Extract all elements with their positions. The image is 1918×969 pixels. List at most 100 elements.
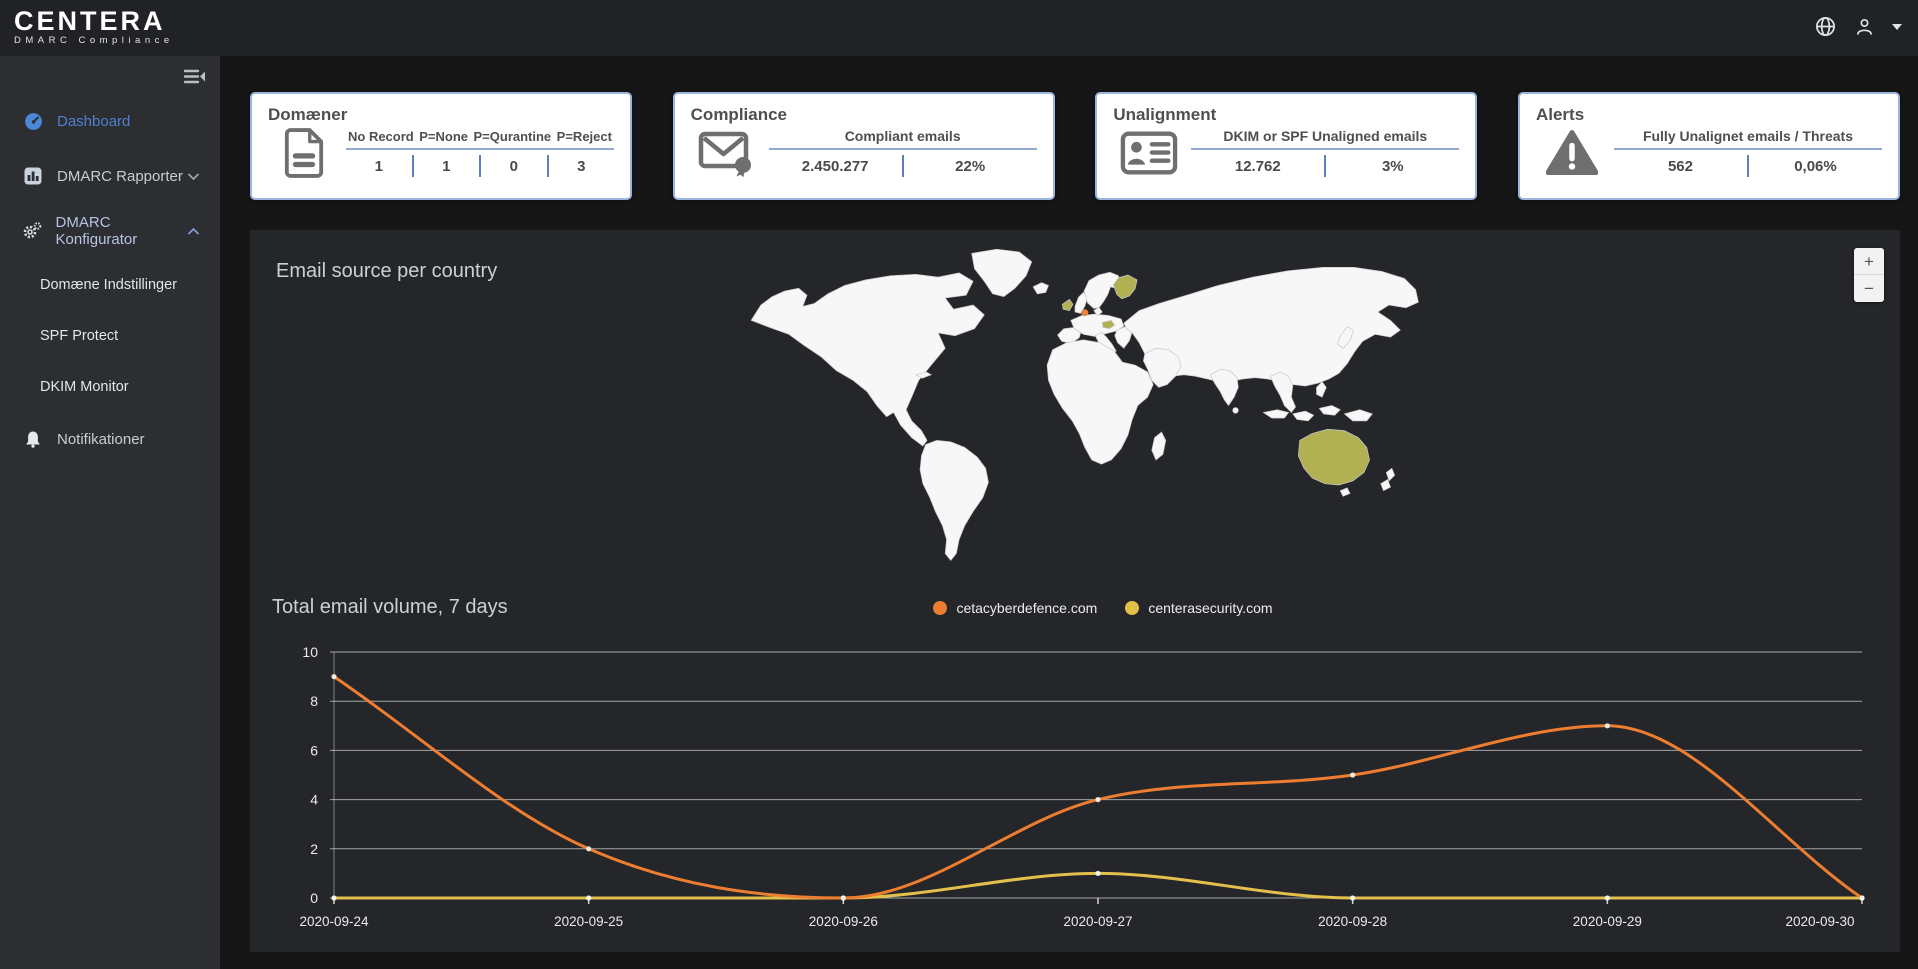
card-alerts: Alerts Fully Unalignet emails / Threats … — [1517, 92, 1900, 200]
card-value: 12.762 — [1234, 157, 1281, 175]
chart-section: Total email volume, 7 days cetacyberdefe… — [250, 590, 1900, 960]
legend-item[interactable]: centerasecurity.com — [1125, 600, 1273, 616]
dashboard-gauge-icon — [22, 112, 44, 131]
map-zoom-out-button[interactable]: − — [1854, 275, 1884, 302]
sidebar: Dashboard DMARC Rapporter — [0, 56, 220, 969]
card-divider — [768, 148, 1037, 150]
bell-icon — [22, 430, 44, 448]
certified-email-icon — [691, 129, 763, 177]
card-value: 3 — [577, 157, 586, 175]
brand-subtitle: DMARC Compliance — [14, 35, 174, 46]
card-divider — [411, 155, 414, 177]
card-value: 0,06% — [1794, 157, 1837, 175]
sidebar-item-label: Dashboard — [57, 112, 131, 130]
chevron-down-icon[interactable] — [1892, 23, 1902, 30]
card-value: 1 — [374, 157, 383, 175]
sidebar-item-domaene-indstillinger[interactable]: Domæne Indstillinger — [0, 273, 220, 297]
card-value: 2.450.277 — [801, 157, 869, 175]
chart-legend: cetacyberdefence.com centerasecurity.com — [278, 600, 1918, 616]
svg-text:8: 8 — [310, 693, 318, 709]
stat-cards-row: Domæner No Record P=None P=Qurantine P=R… — [250, 92, 1900, 200]
card-column-header: Fully Unalignet emails / Threats — [1642, 128, 1853, 144]
card-title: Compliance — [690, 105, 788, 124]
sidebar-item-dmarc-rapporter[interactable]: DMARC Rapporter — [0, 163, 220, 189]
email-volume-chart: 0 2 4 6 8 10 2020-09-24 2020-09-25 2020-09-26 202… — [299, 644, 1865, 929]
svg-text:2020-09-28: 2020-09-28 — [1318, 914, 1387, 929]
sidebar-item-spf-protect[interactable]: SPF Protect — [0, 324, 220, 348]
card-value: 22% — [955, 157, 986, 175]
card-divider — [1613, 148, 1882, 150]
card-column-header: P=Reject — [556, 129, 612, 144]
legend-dot-icon — [1125, 601, 1140, 615]
user-icon[interactable] — [1854, 16, 1875, 37]
card-divider — [1191, 148, 1460, 150]
svg-text:2020-09-29: 2020-09-29 — [1573, 914, 1642, 929]
sidebar-item-notifikationer[interactable]: Notifikationer — [0, 426, 220, 452]
map-zoom-controls: + − — [1854, 248, 1884, 302]
sidebar-item-dmarc-konfigurator[interactable]: DMARC Konfigurator — [0, 214, 220, 248]
card-value: 0 — [509, 157, 518, 175]
card-value: 562 — [1667, 157, 1693, 175]
svg-text:0: 0 — [310, 890, 318, 906]
card-divider — [901, 155, 904, 177]
card-value: 1 — [442, 157, 451, 175]
chart-header: Total email volume, 7 days cetacyberdefe… — [250, 590, 1900, 632]
sidebar-item-label: Domæne Indstillinger — [40, 277, 178, 293]
id-card-icon — [1113, 130, 1185, 176]
menu-toggle-icon[interactable] — [183, 68, 206, 90]
svg-text:2: 2 — [310, 841, 318, 857]
chevron-up-icon — [187, 227, 200, 236]
card-title: Alerts — [1535, 105, 1585, 124]
sidebar-item-dashboard[interactable]: Dashboard — [0, 108, 220, 134]
card-column-header: P=None — [419, 129, 468, 144]
warning-triangle-icon — [1536, 129, 1608, 176]
globe-icon[interactable] — [1814, 15, 1837, 38]
legend-label: centerasecurity.com — [1148, 600, 1273, 616]
brand-name: CENTERA — [14, 6, 166, 36]
brand-logo[interactable]: CENTERA DMARC Compliance — [14, 7, 174, 46]
sidebar-item-label: DKIM Monitor — [40, 379, 129, 395]
legend-item[interactable]: cetacyberdefence.com — [933, 600, 1097, 616]
card-value: 3% — [1381, 157, 1404, 175]
card-divider — [1746, 155, 1749, 177]
world-map[interactable] — [725, 238, 1425, 580]
svg-text:2020-09-25: 2020-09-25 — [554, 914, 623, 929]
chevron-down-icon — [187, 172, 200, 181]
card-domaener: Domæner No Record P=None P=Qurantine P=R… — [250, 92, 632, 200]
gears-icon — [22, 222, 43, 240]
card-divider — [479, 155, 481, 177]
card-column-header: Compliant emails — [844, 128, 961, 144]
card-unalignment: Unalignment DKIM or SPF Unaligned emails — [1095, 92, 1478, 200]
card-divider — [546, 155, 549, 177]
map-marker-netherlands — [1081, 309, 1089, 317]
dashboard-panel: Email source per country + − — [250, 230, 1900, 952]
card-title: Domæner — [268, 105, 348, 124]
svg-text:2020-09-24: 2020-09-24 — [299, 914, 369, 929]
legend-label: cetacyberdefence.com — [956, 600, 1098, 616]
document-icon — [268, 128, 340, 178]
topbar-icons — [1814, 15, 1902, 38]
svg-text:2020-09-27: 2020-09-27 — [1063, 914, 1132, 929]
card-divider — [346, 148, 614, 150]
svg-text:10: 10 — [302, 644, 318, 660]
sidebar-item-label: SPF Protect — [40, 328, 119, 344]
card-divider — [1324, 155, 1327, 177]
sidebar-item-label: Notifikationer — [57, 430, 145, 448]
chart-title: Total email volume, 7 days — [272, 596, 508, 618]
card-column-header: DKIM or SPF Unaligned emails — [1223, 128, 1428, 144]
sidebar-item-label: DMARC Rapporter — [57, 167, 183, 185]
map-title: Email source per country — [276, 260, 498, 282]
map-zoom-in-button[interactable]: + — [1854, 248, 1884, 275]
sidebar-nav: Dashboard DMARC Rapporter — [0, 108, 220, 481]
card-title: Unalignment — [1113, 105, 1217, 124]
card-column-header: No Record — [348, 129, 414, 144]
sidebar-item-label: DMARC Konfigurator — [55, 214, 138, 248]
svg-text:4: 4 — [310, 792, 318, 808]
topbar: CENTERA DMARC Compliance — [0, 0, 1918, 56]
svg-text:2020-09-30: 2020-09-30 — [1785, 914, 1854, 929]
card-compliance: Compliance Compliant emails 2.450.277 — [672, 92, 1055, 200]
sidebar-item-dkim-monitor[interactable]: DKIM Monitor — [0, 375, 220, 399]
svg-text:2020-09-26: 2020-09-26 — [809, 914, 878, 929]
bar-chart-icon — [22, 167, 44, 185]
map-section: Email source per country + − — [250, 238, 1900, 590]
